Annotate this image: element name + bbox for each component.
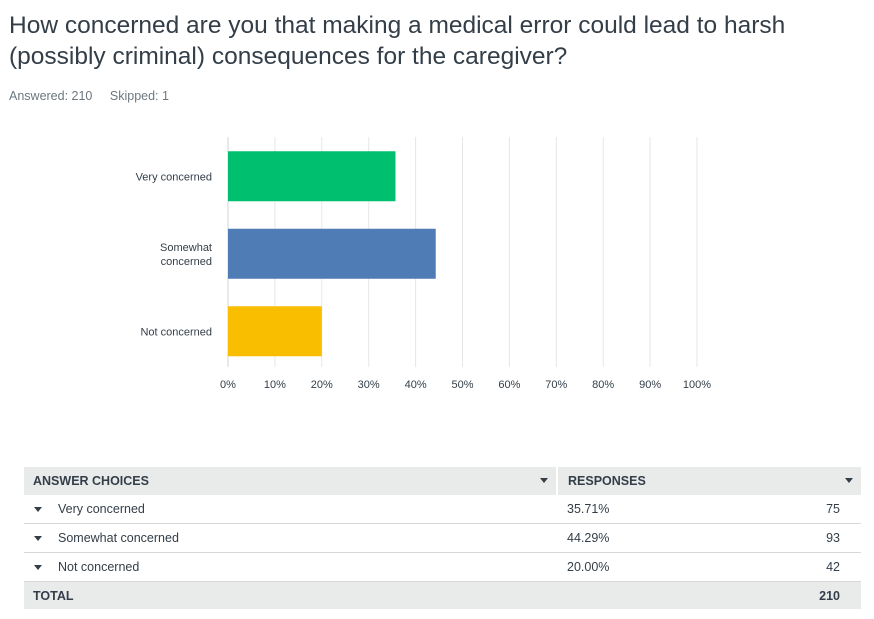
category-label: Somewhat	[160, 242, 212, 254]
category-label: Very concerned	[136, 171, 212, 183]
table-row: Somewhat concerned 44.29% 93	[24, 524, 861, 553]
skipped-count: Skipped: 1	[109, 89, 169, 103]
bar	[228, 306, 322, 357]
sort-arrow-icon[interactable]	[540, 478, 548, 483]
percent-cell: 20.00%	[567, 560, 610, 574]
answered-count: Answered: 210	[9, 89, 93, 103]
sort-arrow-icon[interactable]	[845, 478, 853, 483]
choice-label: Somewhat concerned	[58, 531, 179, 545]
table-header: ANSWER CHOICES RESPONSES	[24, 467, 861, 495]
x-tick-label: 40%	[405, 379, 427, 391]
x-tick-label: 10%	[264, 379, 286, 391]
x-tick-label: 90%	[639, 379, 661, 391]
x-tick-label: 60%	[498, 379, 520, 391]
percent-cell: 35.71%	[567, 502, 610, 516]
bar	[228, 228, 436, 279]
x-tick-label: 70%	[545, 379, 567, 391]
x-tick-label: 80%	[592, 379, 614, 391]
answer-choices-header-label: ANSWER CHOICES	[33, 474, 149, 488]
expand-arrow-icon[interactable]	[34, 535, 42, 541]
choice-cell: Not concerned	[24, 553, 557, 581]
choice-label: Not concerned	[58, 560, 140, 574]
table-row: Very concerned 35.71% 75	[24, 495, 861, 524]
x-tick-label: 20%	[311, 379, 333, 391]
x-tick-label: 50%	[451, 379, 473, 391]
expand-arrow-icon[interactable]	[34, 564, 42, 570]
count-cell: 75	[826, 502, 840, 516]
choice-cell: Very concerned	[24, 495, 557, 523]
bar-chart: 0% 10% 20% 30% 40% 50% 60% 70% 80% 90% 100% Very co…	[136, 137, 711, 391]
choice-label: Very concerned	[58, 502, 145, 516]
bar	[228, 151, 396, 202]
responses-header[interactable]: RESPONSES	[557, 467, 861, 495]
total-row: TOTAL 210	[24, 582, 861, 609]
total-count: 210	[819, 588, 840, 603]
responses-header-label: RESPONSES	[568, 474, 646, 488]
x-tick-label: 30%	[358, 379, 380, 391]
x-tick-label: 100%	[683, 379, 711, 391]
choice-cell: Somewhat concerned	[24, 524, 557, 552]
answer-table: ANSWER CHOICES RESPONSES Very concerned …	[24, 467, 861, 609]
expand-arrow-icon[interactable]	[34, 506, 42, 512]
question-title: How concerned are you that making a medi…	[9, 12, 786, 70]
table-row: Not concerned 20.00% 42	[24, 553, 861, 582]
x-tick-label: 0%	[220, 379, 236, 391]
count-cell: 93	[826, 531, 840, 545]
category-label: Not concerned	[140, 326, 212, 338]
answer-choices-header[interactable]: ANSWER CHOICES	[24, 467, 557, 495]
total-label: TOTAL	[33, 588, 74, 603]
percent-cell: 44.29%	[567, 531, 610, 545]
category-label: concerned	[161, 256, 212, 268]
count-cell: 42	[826, 560, 840, 574]
response-summary: Answered: 210 Skipped: 1	[9, 89, 183, 103]
